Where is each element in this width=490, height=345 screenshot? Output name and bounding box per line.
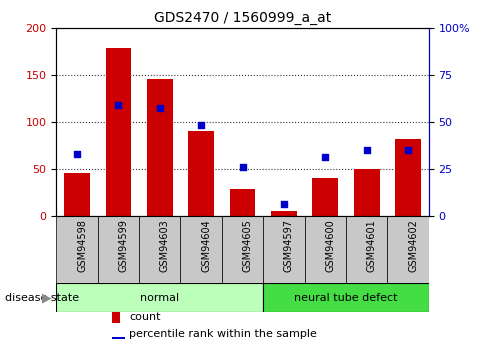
Text: GSM94598: GSM94598 — [77, 219, 87, 272]
Text: GSM94601: GSM94601 — [367, 219, 377, 272]
Bar — [263, 283, 429, 312]
Bar — [112, 312, 120, 323]
Bar — [112, 337, 125, 339]
Point — [321, 155, 329, 160]
Bar — [346, 216, 388, 283]
Title: GDS2470 / 1560999_a_at: GDS2470 / 1560999_a_at — [154, 11, 331, 25]
Bar — [98, 216, 139, 283]
Text: GSM94604: GSM94604 — [201, 219, 211, 272]
Text: GSM94599: GSM94599 — [119, 219, 128, 272]
Bar — [139, 216, 180, 283]
Bar — [56, 283, 263, 312]
Text: ▶: ▶ — [42, 291, 51, 304]
Bar — [230, 189, 255, 216]
Bar — [354, 169, 380, 216]
Bar — [105, 48, 131, 216]
Point — [239, 164, 246, 169]
Text: GSM94600: GSM94600 — [325, 219, 335, 272]
Bar — [56, 216, 98, 283]
Text: normal: normal — [140, 293, 179, 303]
Bar — [395, 139, 421, 216]
Point — [156, 106, 164, 111]
Point — [404, 147, 412, 152]
Bar — [64, 173, 90, 216]
Point — [115, 102, 122, 107]
Point — [73, 151, 81, 156]
Bar — [313, 178, 338, 216]
Text: neural tube defect: neural tube defect — [294, 293, 398, 303]
Point — [363, 147, 370, 152]
Text: count: count — [129, 312, 161, 322]
Point — [280, 201, 288, 207]
Bar — [180, 216, 222, 283]
Bar — [222, 216, 263, 283]
Point — [197, 122, 205, 128]
Bar — [188, 131, 214, 216]
Text: GSM94605: GSM94605 — [243, 219, 252, 272]
Text: GSM94603: GSM94603 — [160, 219, 170, 272]
Text: disease state: disease state — [5, 293, 79, 303]
Text: percentile rank within the sample: percentile rank within the sample — [129, 329, 317, 339]
Bar — [147, 79, 172, 216]
Text: GSM94602: GSM94602 — [408, 219, 418, 272]
Bar — [305, 216, 346, 283]
Bar — [263, 216, 305, 283]
Bar — [271, 211, 297, 216]
Text: GSM94597: GSM94597 — [284, 219, 294, 272]
Bar — [388, 216, 429, 283]
